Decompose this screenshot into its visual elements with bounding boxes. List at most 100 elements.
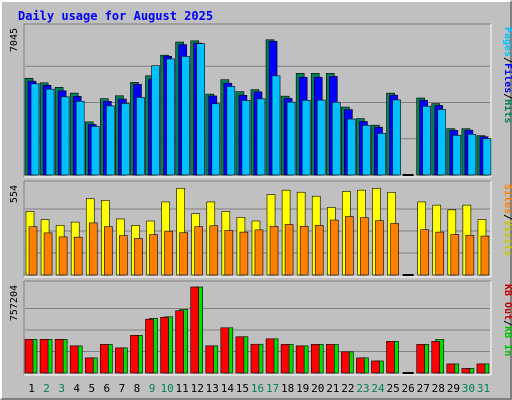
x-tick-label: 4 [73, 382, 80, 395]
bar-visits-sites [345, 216, 354, 276]
bar-visits-sites [119, 235, 128, 276]
bar-visits-sites [360, 217, 369, 276]
bar-visits-sites [480, 235, 490, 276]
legend-entry: Files [502, 63, 512, 93]
x-tick-label: 19 [296, 382, 309, 395]
bar-hits-pages [106, 105, 115, 176]
bar-kb-kb-out [295, 345, 305, 374]
bar-visits-sites [299, 225, 309, 276]
bar-visits-sites [420, 229, 429, 276]
legend-entry: Sites [502, 184, 512, 214]
bar-hits-pages [271, 75, 281, 176]
bar-hits-pages [286, 101, 296, 176]
bar-visits-sites [329, 219, 339, 276]
bar-hits-pages [136, 97, 145, 176]
bar-hits-pages [181, 56, 190, 176]
panel-visits-max-label: 554 [9, 185, 20, 203]
x-tick-label: 30 [462, 382, 475, 395]
bar-kb-kb-out [100, 344, 109, 374]
bar-kb-kb-out [160, 316, 169, 374]
x-tick-label: 25 [386, 382, 399, 395]
bar-kb-kb-out [235, 336, 245, 374]
x-tick-label: 14 [221, 382, 235, 395]
bar-visits-sites [209, 225, 219, 276]
bar-hits-pages [211, 103, 221, 176]
bar-visits-sites [254, 229, 264, 276]
bar-kb-kb-out [54, 339, 64, 374]
bar-visits-sites [149, 234, 158, 276]
bar-visits-sites [435, 231, 445, 276]
bar-hits-pages [467, 133, 477, 176]
bar-visits-sites [28, 226, 38, 276]
legend-entry: / [502, 93, 512, 99]
bar-kb-kb-out [341, 351, 350, 374]
x-tick-label: 6 [104, 382, 111, 395]
x-tick-label: 7 [119, 382, 126, 395]
bar-visits-sites [224, 230, 234, 276]
bar-kb-kb-out [145, 318, 154, 374]
bar-visits-sites [390, 223, 399, 276]
bar-zero [402, 174, 414, 176]
bar-visits-sites [164, 230, 173, 276]
bar-hits-pages [347, 118, 356, 176]
bar-hits-pages [377, 133, 386, 176]
panel-hits-max-label: 7045 [9, 28, 20, 52]
panel-kb-legend: KB Out/KB In [502, 284, 512, 356]
bar-visits-sites [450, 234, 460, 276]
bar-hits-pages [301, 99, 311, 176]
bar-hits-pages [422, 105, 431, 176]
bar-hits-pages [452, 134, 462, 176]
bar-hits-pages [256, 98, 266, 176]
bar-hits-pages [392, 99, 401, 176]
legend-entry: Hits [502, 99, 512, 123]
bar-visits-sites [43, 232, 53, 276]
bar-hits-pages [482, 138, 492, 176]
x-tick-label: 27 [417, 382, 430, 395]
bar-hits-pages [241, 100, 251, 176]
x-tick-label: 5 [88, 382, 95, 395]
x-tick-label: 18 [281, 382, 294, 395]
bar-hits-pages [362, 125, 371, 176]
bar-visits-sites [284, 224, 294, 276]
bar-visits-sites [194, 226, 204, 276]
bar-visits-sites [239, 231, 249, 276]
x-tick-label: 31 [477, 382, 490, 395]
bar-kb-kb-out [386, 341, 395, 374]
bar-hits-pages [437, 109, 447, 176]
bar-kb-kb-out [265, 338, 275, 374]
legend-entry: Pages [502, 27, 512, 57]
x-tick-label: 23 [356, 382, 369, 395]
legend-entry: KB Out [502, 284, 512, 320]
bar-kb-kb-out [84, 357, 94, 374]
x-tick-label: 22 [341, 382, 354, 395]
x-tick-label: 17 [266, 382, 279, 395]
bar-kb-kb-out [130, 335, 139, 374]
bar-hits-pages [166, 58, 175, 176]
bar-visits-sites [269, 226, 279, 276]
bar-kb-kb-out [205, 345, 215, 374]
legend-entry: / [502, 57, 512, 63]
bar-hits-pages [60, 96, 70, 176]
panel-hits-legend: Pages/Files/Hits [502, 27, 512, 123]
bar-kb-kb-out [39, 339, 49, 374]
bar-visits-sites [314, 225, 324, 276]
bar-hits-pages [196, 43, 206, 176]
x-tick-label: 15 [236, 382, 249, 395]
bar-hits-pages [30, 83, 40, 176]
bar-visits-sites [465, 234, 475, 276]
x-tick-label: 21 [326, 382, 339, 395]
x-tick-label: 24 [371, 382, 385, 395]
bar-kb-kb-out [476, 363, 486, 374]
bar-hits-pages [316, 99, 326, 176]
bar-visits-sites [375, 220, 384, 276]
bar-hits-pages [75, 101, 85, 176]
x-tick-label: 9 [149, 382, 156, 395]
bar-kb-kb-out [371, 360, 380, 374]
bar-zero [402, 372, 414, 374]
bar-kb-kb-out [220, 327, 230, 374]
bar-hits-pages [121, 103, 130, 176]
x-tick-label: 28 [432, 382, 445, 395]
bar-kb-kb-out [416, 344, 425, 374]
x-tick-label: 16 [251, 382, 264, 395]
